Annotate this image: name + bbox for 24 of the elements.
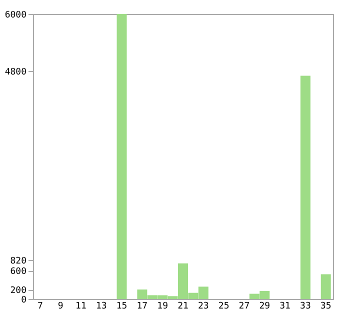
y-tick-label: 4800 [4, 68, 26, 78]
x-tick-label: 35 [320, 302, 332, 312]
x-tick-label: 19 [157, 302, 168, 312]
y-tick-label: 820 [10, 256, 26, 267]
x-tick-label: 21 [178, 302, 188, 312]
bar [116, 14, 127, 299]
x-tick-label: 11 [76, 302, 86, 312]
x-tick-label: 9 [58, 302, 64, 312]
y-tick-label: 600 [10, 267, 26, 277]
x-tick-label: 33 [300, 302, 311, 312]
x-tick-label: 25 [218, 302, 230, 312]
x-tick-label: 31 [280, 302, 290, 312]
x-tick-label: 27 [238, 302, 250, 312]
bar [320, 274, 331, 299]
x-tick-label: 17 [136, 302, 148, 312]
x-tick-label: 29 [259, 302, 270, 312]
bar [300, 76, 310, 299]
y-tick-label: 6000 [4, 10, 26, 20]
y-tick-label: 0 [21, 296, 26, 306]
x-tick-label: 15 [116, 302, 128, 312]
y-tick-label: 200 [10, 286, 26, 296]
x-tick-label: 23 [198, 302, 209, 312]
x-tick-label: 7 [37, 302, 43, 312]
x-tick-label: 13 [96, 302, 107, 312]
